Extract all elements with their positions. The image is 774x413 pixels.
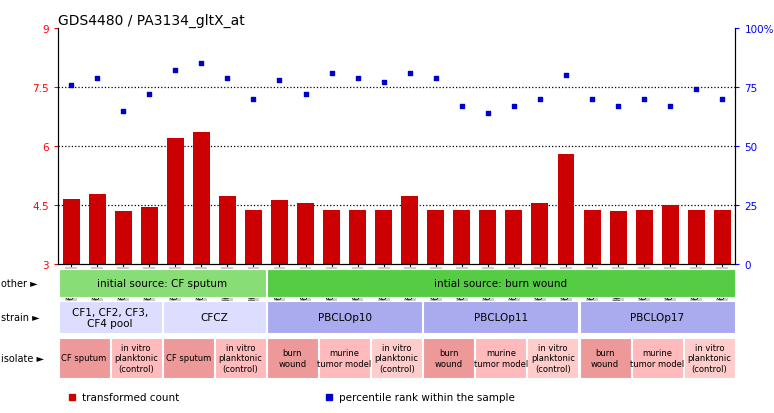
Point	[325, 70, 337, 77]
Text: in vitro
planktonic
(control): in vitro planktonic (control)	[687, 343, 731, 373]
Text: PBCLOp17: PBCLOp17	[630, 313, 684, 323]
Bar	[163, 338, 214, 378]
Text: intial source: burn wound: intial source: burn wound	[434, 278, 567, 288]
Text: murine
tumor model: murine tumor model	[630, 349, 684, 368]
Bar	[111, 338, 162, 378]
Bar	[683, 338, 735, 378]
Point	[664, 103, 676, 110]
Bar	[193, 133, 210, 264]
Bar	[557, 154, 574, 264]
Bar	[580, 338, 631, 378]
Text: in vitro
planktonic
(control): in vitro planktonic (control)	[375, 343, 419, 373]
Text: CF sputum: CF sputum	[166, 354, 211, 363]
Bar	[319, 338, 370, 378]
Bar	[267, 269, 735, 297]
Point	[560, 73, 572, 79]
Point	[247, 96, 259, 103]
Point	[430, 75, 442, 82]
Point	[638, 96, 650, 103]
Point	[456, 103, 468, 110]
Bar	[423, 338, 474, 378]
Bar	[271, 201, 288, 264]
Text: in vitro
planktonic
(control): in vitro planktonic (control)	[218, 343, 262, 373]
Bar	[59, 269, 266, 297]
Point	[65, 82, 77, 89]
Text: PBCLOp11: PBCLOp11	[474, 313, 528, 323]
Bar	[423, 301, 578, 334]
Point	[534, 96, 546, 103]
Point	[586, 96, 598, 103]
Point	[169, 68, 181, 75]
Text: PBCLOp10: PBCLOp10	[317, 313, 372, 323]
Text: burn
wound: burn wound	[591, 349, 619, 368]
Bar	[267, 301, 422, 334]
Bar	[662, 206, 679, 264]
Point	[300, 92, 312, 98]
Text: CF1, CF2, CF3,
CF4 pool: CF1, CF2, CF3, CF4 pool	[72, 307, 149, 328]
Bar	[163, 301, 266, 334]
Text: in vitro
planktonic
(control): in vitro planktonic (control)	[531, 343, 575, 373]
Point	[716, 96, 728, 103]
Bar	[584, 210, 601, 264]
Bar	[59, 301, 162, 334]
Text: GDS4480 / PA3134_gltX_at: GDS4480 / PA3134_gltX_at	[58, 14, 245, 28]
Bar	[59, 338, 110, 378]
Bar	[479, 210, 496, 264]
Text: burn
wound: burn wound	[435, 349, 463, 368]
Point	[273, 77, 286, 84]
Text: burn
wound: burn wound	[279, 349, 307, 368]
Text: strain ►: strain ►	[1, 313, 39, 323]
Bar	[505, 210, 522, 264]
Bar	[688, 210, 704, 264]
Point	[351, 75, 364, 82]
Bar	[141, 207, 158, 264]
Text: other ►: other ►	[1, 278, 37, 288]
Text: CF sputum: CF sputum	[61, 354, 107, 363]
Point	[378, 80, 390, 86]
Bar	[297, 204, 314, 264]
Text: isolate ►: isolate ►	[1, 353, 44, 363]
Bar	[372, 338, 422, 378]
Bar	[323, 210, 340, 264]
Point	[690, 87, 703, 93]
Bar	[635, 210, 652, 264]
Bar	[89, 195, 105, 264]
Point	[221, 75, 234, 82]
Point	[143, 92, 156, 98]
Text: murine
tumor model: murine tumor model	[474, 349, 528, 368]
Bar	[532, 204, 549, 264]
Bar	[215, 338, 266, 378]
Point	[481, 110, 494, 117]
Point	[403, 70, 416, 77]
Point	[612, 103, 625, 110]
Text: CFCZ: CFCZ	[200, 313, 228, 323]
Bar	[475, 338, 526, 378]
Point	[91, 75, 103, 82]
Text: transformed count: transformed count	[82, 392, 179, 403]
Bar	[63, 199, 80, 264]
Point	[195, 61, 207, 68]
Bar	[427, 210, 444, 264]
Point	[117, 108, 129, 115]
Bar	[632, 338, 683, 378]
Bar	[267, 338, 318, 378]
Text: in vitro
planktonic
(control): in vitro planktonic (control)	[115, 343, 158, 373]
Bar	[714, 210, 731, 264]
Bar	[245, 210, 262, 264]
Bar	[167, 139, 183, 264]
Bar	[401, 197, 418, 264]
Bar	[610, 211, 626, 264]
Point	[508, 103, 520, 110]
Bar	[375, 210, 392, 264]
Text: initial source: CF sputum: initial source: CF sputum	[98, 278, 228, 288]
Bar	[454, 210, 471, 264]
Bar	[580, 301, 735, 334]
Bar	[115, 211, 132, 264]
Bar	[527, 338, 578, 378]
Bar	[219, 197, 236, 264]
Bar	[349, 210, 366, 264]
Text: percentile rank within the sample: percentile rank within the sample	[339, 392, 515, 403]
Text: murine
tumor model: murine tumor model	[317, 349, 372, 368]
